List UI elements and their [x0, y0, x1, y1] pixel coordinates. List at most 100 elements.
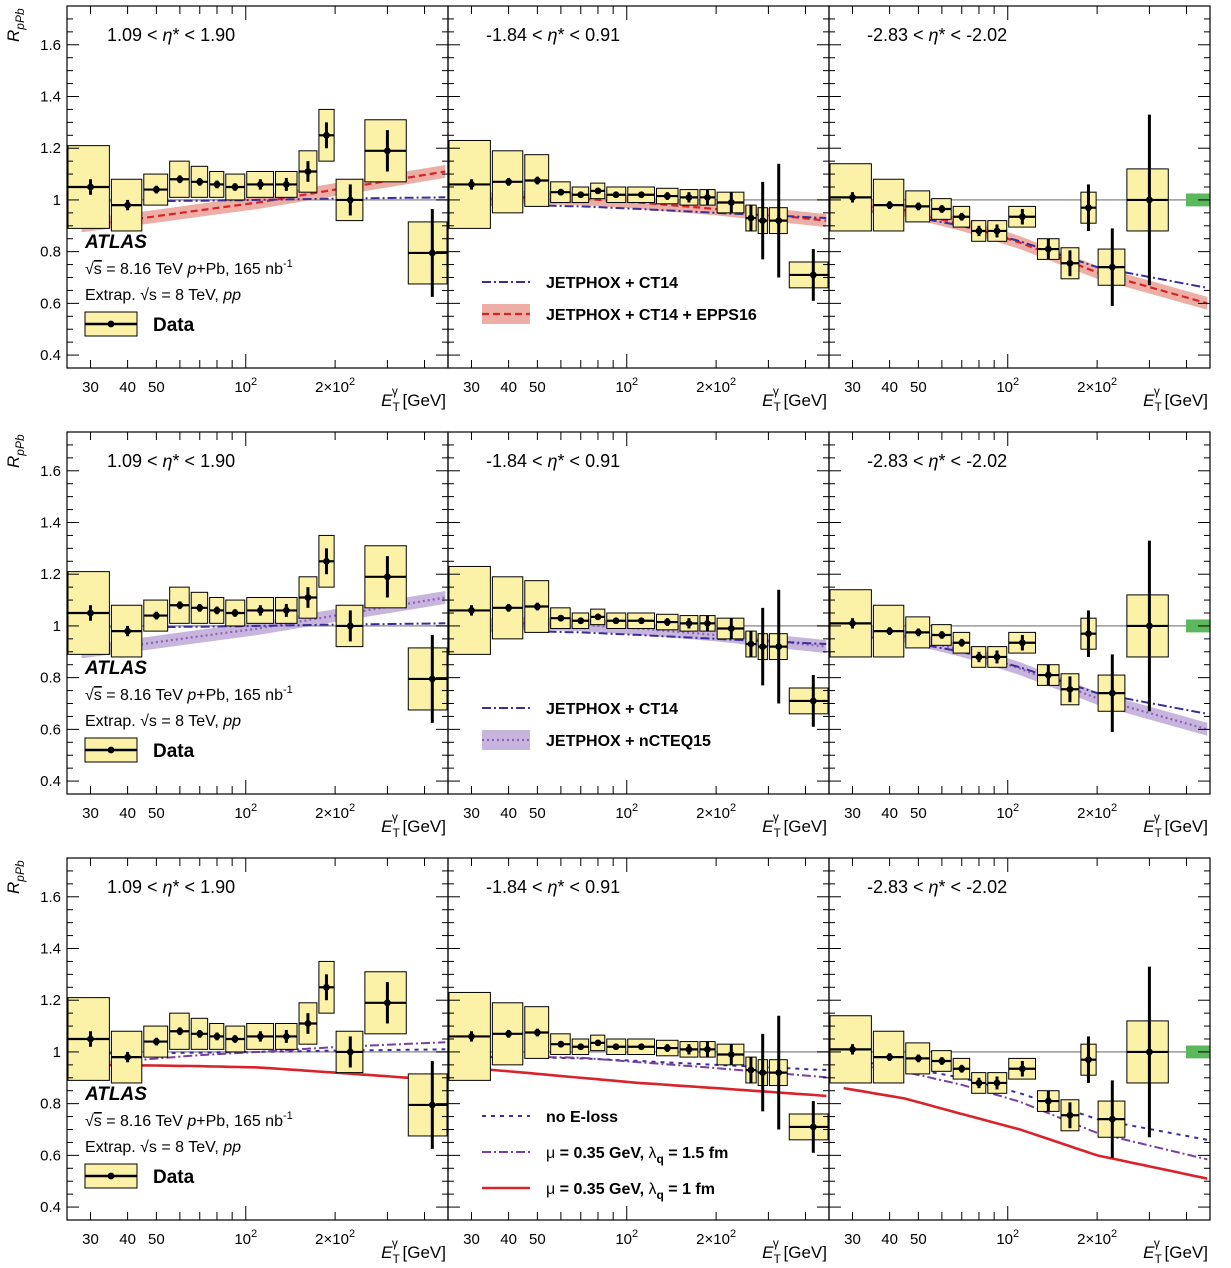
- data-marker: [87, 183, 94, 191]
- data-point: [768, 589, 788, 704]
- data-marker: [323, 557, 330, 565]
- data-marker: [612, 191, 620, 199]
- data-point: [788, 1101, 829, 1153]
- x-tick-label: 102: [234, 376, 257, 396]
- data-marker: [533, 177, 541, 184]
- plot-area: [448, 139, 829, 301]
- plot-area: [448, 565, 829, 727]
- data-point: [246, 170, 275, 198]
- data-point: [606, 612, 627, 630]
- data-point: [448, 565, 491, 655]
- info-line-extrap: Extrap. √s = 8 TeV, pp: [85, 287, 241, 304]
- x-tick-label: 50: [529, 805, 546, 822]
- data-point: [987, 646, 1008, 668]
- data-marker: [231, 609, 239, 617]
- atlas-info-block: ATLAS √s = 8.16 TeV p+Pb, 165 nb-1 Extrap.…: [84, 1084, 293, 1189]
- legend-label: no E-loss: [546, 1109, 618, 1126]
- x-tick-label: 102: [615, 1228, 638, 1248]
- data-marker: [557, 1040, 565, 1048]
- atlas-info-block: ATLAS √s = 8.16 TeV p+Pb, 165 nb-1 Extrap.…: [84, 658, 293, 763]
- legend: no E-loss μ = 0.35 GeV, λq = 1.5 fm μ = 0.…: [482, 1109, 728, 1202]
- x-tick-label: 2×102: [315, 376, 355, 396]
- data-point: [952, 631, 971, 654]
- y-tick-label: 1.4: [40, 941, 61, 958]
- data-marker: [958, 639, 966, 647]
- data-point: [550, 607, 571, 630]
- data-point: [225, 173, 246, 201]
- eloss-1fm-curve: [462, 1066, 827, 1098]
- data-point: [971, 220, 987, 242]
- data-point: [298, 1002, 318, 1045]
- data-marker: [577, 1043, 585, 1051]
- eta-range-label: 1.09 < η* < 1.90: [107, 877, 235, 897]
- plot-area: [829, 114, 1210, 310]
- data-point: [190, 165, 209, 198]
- data-point: [448, 139, 491, 229]
- y-tick-label: 0.6: [40, 1147, 61, 1164]
- data-point: [788, 249, 829, 301]
- y-tick-label: 0.8: [40, 244, 61, 261]
- data-marker: [87, 1035, 94, 1043]
- x-tick-label: 40: [500, 1231, 517, 1248]
- data-point: [971, 1072, 987, 1094]
- data-point: [952, 1057, 971, 1080]
- y-axis: 0.4 0.6 0.8 1 1.2 1.4 1.6: [40, 870, 448, 1216]
- eta-range-label: 1.09 < η* < 1.90: [107, 451, 235, 471]
- data-marker: [124, 627, 132, 635]
- data-marker: [993, 653, 1001, 661]
- data-marker: [256, 181, 264, 188]
- data-point: [905, 1042, 931, 1075]
- data-point: [656, 187, 679, 205]
- data-marker: [346, 1048, 354, 1056]
- data-point: [1097, 654, 1126, 732]
- plot-area: [448, 991, 829, 1153]
- x-tick-label: 30: [82, 379, 99, 396]
- data-point: [524, 154, 550, 207]
- data-point: [590, 182, 606, 200]
- data-marker: [282, 1033, 290, 1040]
- data-point: [757, 607, 768, 686]
- x-tick-label: 102: [996, 802, 1019, 822]
- data-point: [1080, 610, 1097, 657]
- x-axis-label: ETγ [GeV]: [1143, 384, 1208, 414]
- legend: JETPHOX + CT14 JETPHOX + CT14 + EPPS16: [482, 275, 757, 324]
- y-tick-label: 0.8: [40, 1096, 61, 1113]
- x-tick-label: 50: [148, 805, 165, 822]
- data-point: [225, 599, 246, 627]
- data-point: [987, 1072, 1008, 1094]
- data-point: [209, 1022, 225, 1050]
- x-tick-label: 30: [82, 805, 99, 822]
- x-tick-label: 30: [844, 379, 861, 396]
- data-point: [1037, 1090, 1060, 1112]
- x-tick-label: 40: [881, 805, 898, 822]
- panel-r0-c0: 0.4 0.6 0.8 1 1.2 1.4 1.6 30 40 50 102 2×102 ETγ [Ge…: [4, 5, 449, 414]
- eta-range-label: -1.84 < η* < 0.91: [486, 25, 620, 45]
- data-point: [679, 615, 699, 632]
- x-tick-label: 40: [881, 1231, 898, 1248]
- data-point: [491, 576, 524, 640]
- data-point: [335, 178, 364, 222]
- data-point: [699, 189, 716, 206]
- data-point: [745, 204, 757, 232]
- x-tick-label: 102: [996, 376, 1019, 396]
- data-marker: [938, 631, 946, 639]
- data-point: [716, 617, 745, 640]
- ct14-curve: [843, 206, 1208, 289]
- data-point: [143, 1025, 169, 1058]
- data-marker: [1066, 259, 1074, 267]
- data-point: [169, 1012, 190, 1050]
- data-point: [1037, 664, 1060, 686]
- panel-r1-c0: 0.4 0.6 0.8 1 1.2 1.4 1.6 30 40 50 102 2×102 ETγ [Ge…: [4, 431, 449, 840]
- data-point: [225, 1025, 246, 1053]
- data-point: [335, 604, 364, 648]
- legend-data-marker: [107, 320, 115, 328]
- y-tick-label: 1.4: [40, 89, 61, 106]
- data-marker: [704, 1045, 711, 1053]
- data-marker: [993, 1079, 1001, 1087]
- x-tick-label: 2×102: [696, 1228, 736, 1248]
- legend-data-label: Data: [153, 1167, 195, 1188]
- legend-item: no E-loss: [482, 1109, 618, 1126]
- y-axis-label: RpPb: [4, 860, 27, 894]
- data-point: [1126, 540, 1169, 712]
- x-tick-label: 2×102: [1077, 376, 1117, 396]
